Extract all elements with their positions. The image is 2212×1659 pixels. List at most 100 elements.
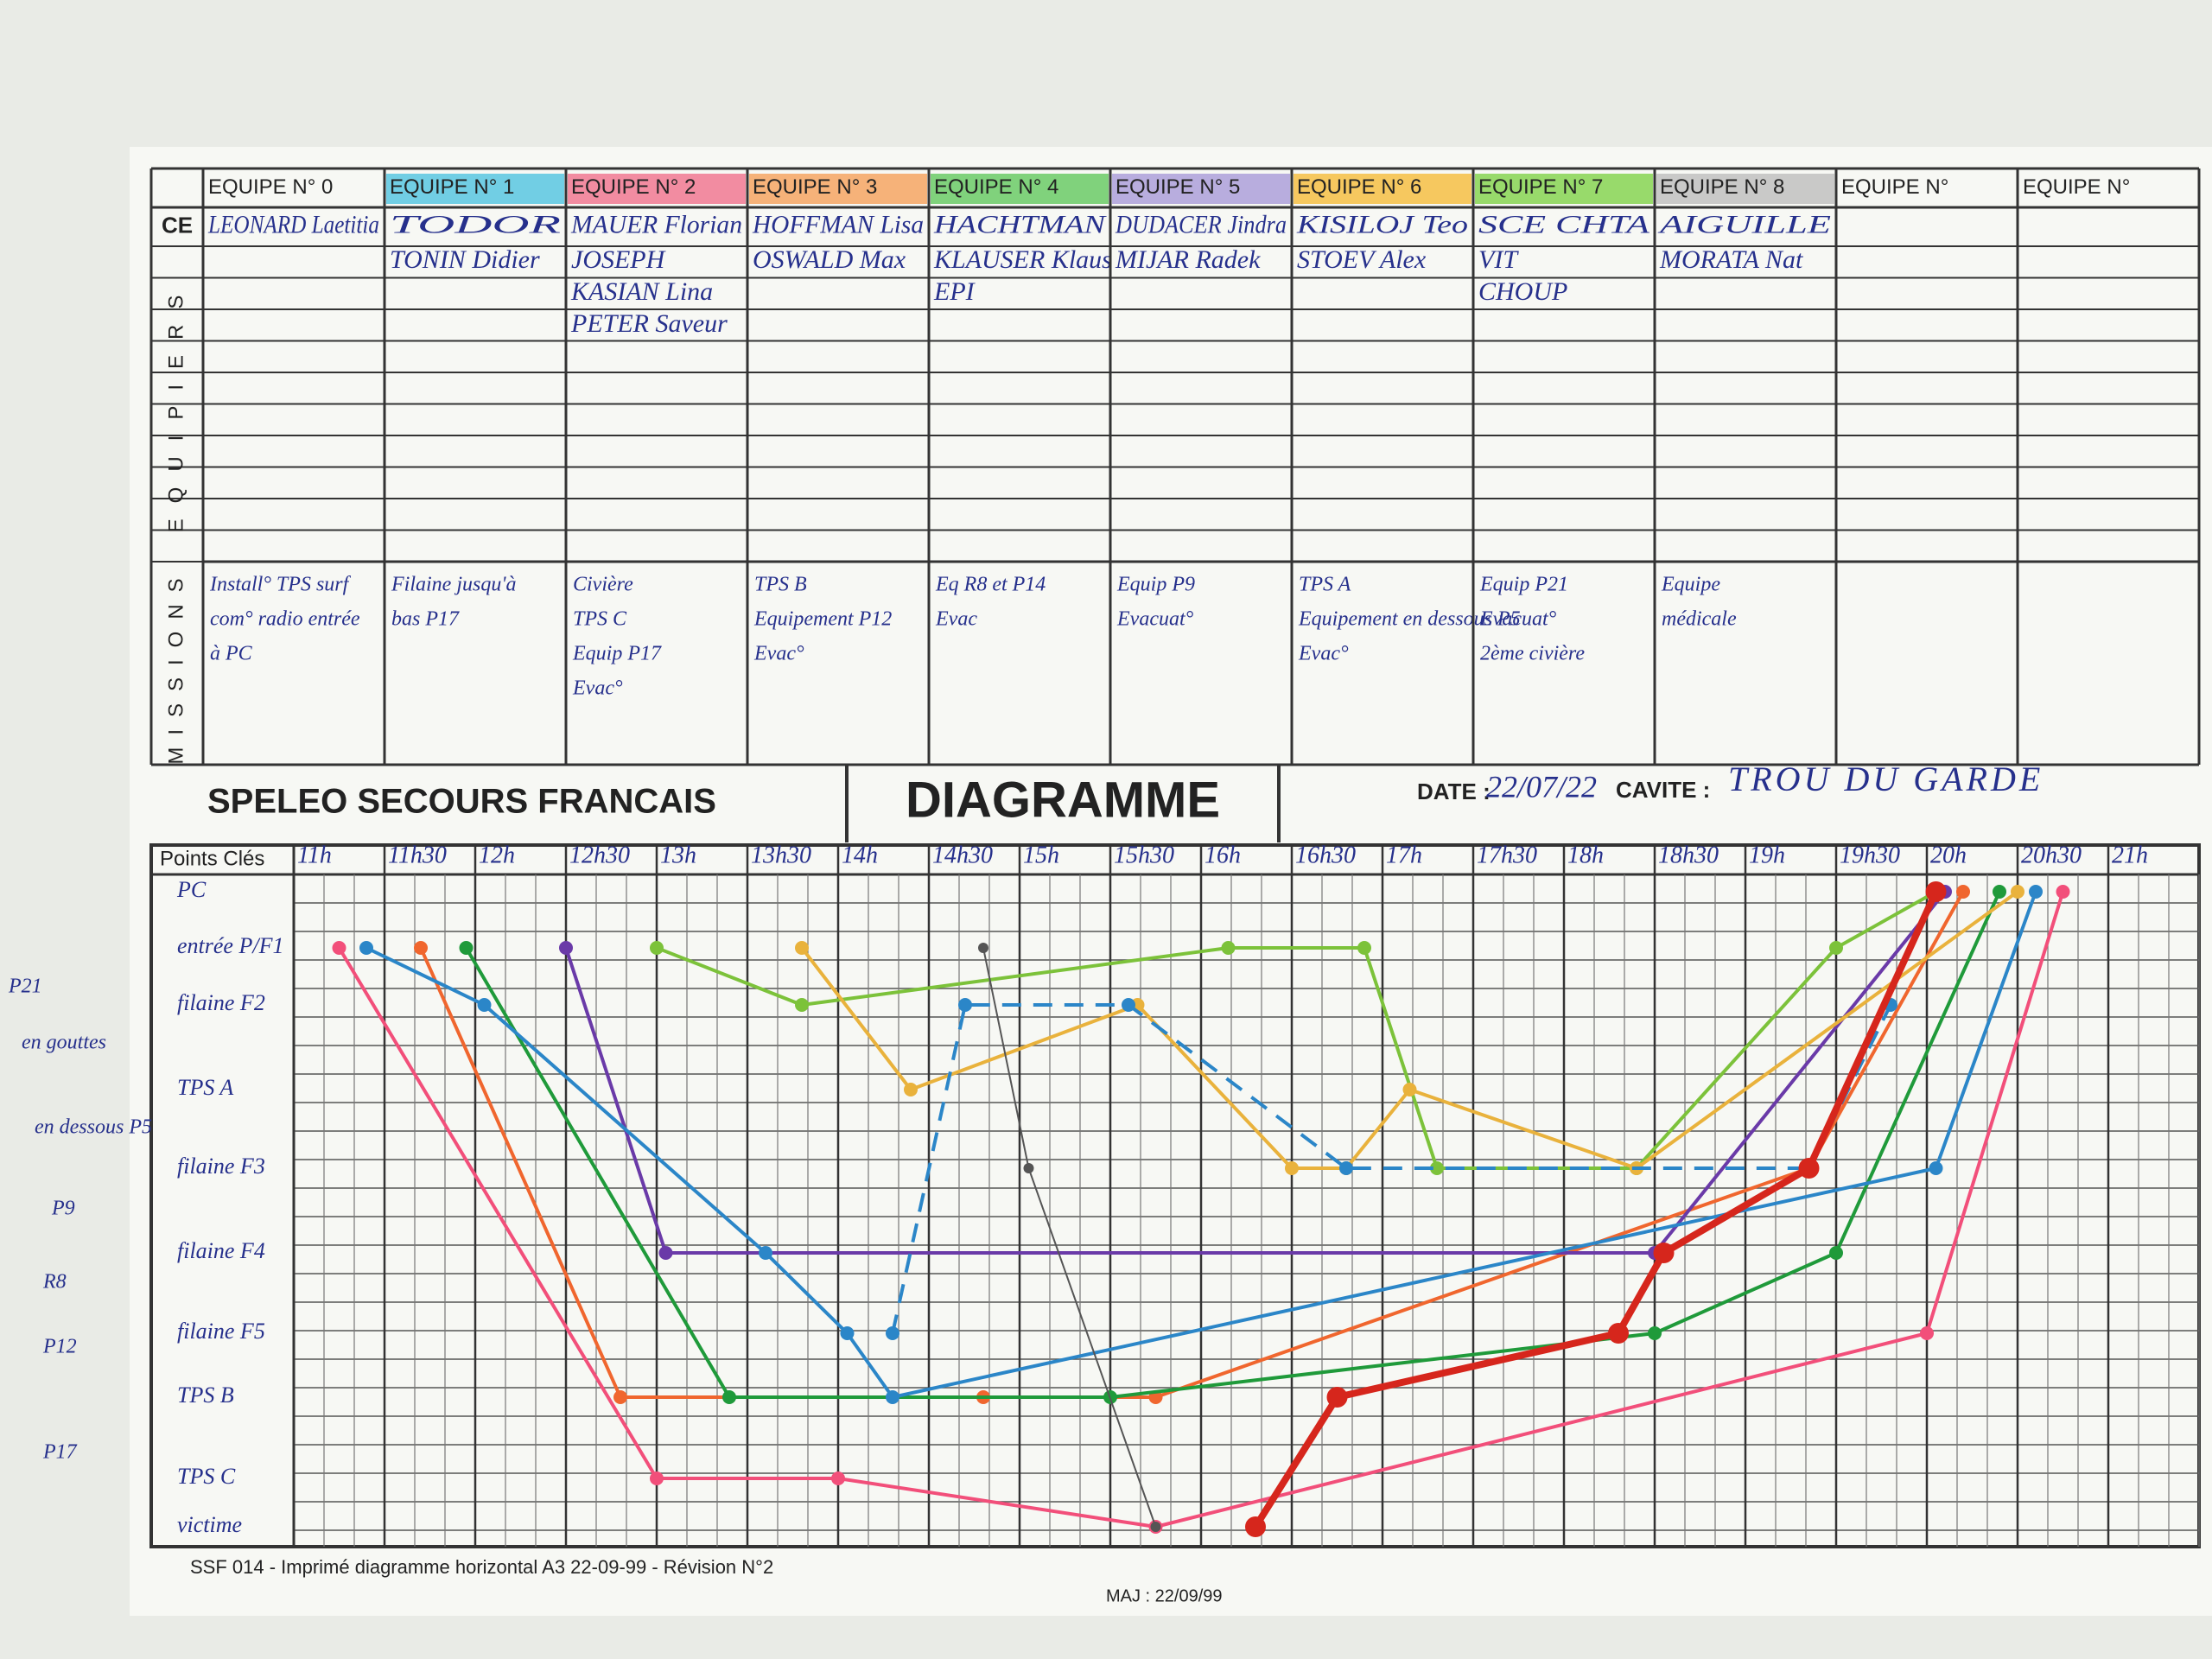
team-member: MORATA Nat (1659, 245, 1803, 274)
track-point (1285, 1161, 1299, 1175)
track-point (1608, 1323, 1629, 1344)
team-track (891, 1003, 1892, 1334)
track-point (1993, 885, 2006, 899)
form-title: DIAGRAMME (906, 772, 1220, 828)
team-member: MIJAR Radek (1115, 245, 1261, 274)
track-point (650, 1471, 664, 1485)
team-track (464, 891, 2001, 1399)
team-mission: Equipement P12 (753, 608, 892, 631)
track-point (1430, 1161, 1444, 1175)
team-leader: AIGUILLE (1657, 210, 1831, 238)
team-mission: com° radio entrée (210, 608, 360, 631)
track-point (1798, 1158, 1820, 1179)
team-member: KASIAN Lina (570, 277, 713, 306)
team-mission: Evac (935, 608, 977, 631)
team-highlight (1656, 174, 1834, 204)
track-point (1339, 1161, 1353, 1175)
team-leader: TODOR (390, 210, 561, 238)
y-category-label: TPS C (177, 1464, 236, 1489)
x-tick-label: 13h (660, 842, 696, 868)
team-leader: SCE CHTA (1478, 210, 1650, 238)
track-point (1150, 1522, 1161, 1532)
margin-note: P9 (51, 1198, 75, 1220)
team-highlight (1475, 174, 1653, 204)
team-member: PETER Saveur (570, 309, 728, 338)
team-member: KLAUSER Klaus (933, 245, 1112, 274)
track-point (559, 941, 573, 955)
x-tick-label: 18h (1567, 842, 1604, 868)
x-tick-label: 20h30 (2021, 842, 2082, 868)
team-member: JOSEPH (571, 245, 667, 274)
x-tick-label: 17h (1386, 842, 1422, 868)
track-point (1956, 885, 1970, 899)
margin-note: P12 (42, 1336, 77, 1358)
track-point (1023, 1163, 1034, 1173)
margin-note: P21 (8, 976, 42, 998)
track-point (722, 1390, 736, 1404)
track-point (414, 941, 428, 955)
track-point (2029, 885, 2043, 899)
team-mission: Equipement en dessous P5 (1298, 608, 1521, 631)
x-tick-label: 15h30 (1114, 842, 1174, 868)
margin-note: P17 (42, 1441, 78, 1464)
team-highlight (386, 174, 564, 204)
team-track (564, 890, 1947, 1255)
track-point (2056, 885, 2070, 899)
cavite-value: TROU DU GARDE (1728, 760, 2044, 798)
track-point (1829, 1246, 1843, 1260)
team-mission: Equipe (1661, 574, 1720, 596)
y-category-label: victime (177, 1512, 242, 1537)
team-label: EQUIPE N° 2 (571, 175, 696, 199)
team-highlight (931, 174, 1109, 204)
equipiers-label: EQUIPIERS (164, 280, 188, 533)
team-track (656, 890, 1937, 1170)
team-leader: KISILOJ Teo (1296, 210, 1468, 238)
x-tick-label: 16h (1205, 842, 1241, 868)
track-point (1829, 941, 1843, 955)
x-tick-label: 17h30 (1477, 842, 1537, 868)
y-category-label: filaine F3 (177, 1154, 265, 1179)
missions-label: MISSIONS (164, 566, 188, 764)
team-label: EQUIPE N° 1 (390, 175, 514, 199)
track-point (795, 941, 809, 955)
team-mission: Filaine jusqu'à (391, 574, 516, 596)
track-point (759, 1246, 772, 1260)
track-point (1920, 1326, 1934, 1340)
track-point (1326, 1387, 1348, 1408)
track-point (831, 1471, 845, 1485)
x-tick-label: 18h30 (1658, 842, 1719, 868)
team-label: EQUIPE N° 0 (208, 175, 333, 199)
x-tick-label: 11h30 (388, 842, 447, 868)
track-point (1929, 1161, 1943, 1175)
team-mission: à PC (210, 643, 253, 665)
team-member: CHOUP (1478, 277, 1567, 306)
track-point (886, 1390, 899, 1404)
team-member: OSWALD Max (753, 245, 906, 274)
team-highlight (568, 174, 746, 204)
y-category-label: PC (176, 877, 207, 902)
team-highlight (749, 174, 927, 204)
team-mission: TPS C (573, 608, 627, 631)
cavite-label: CAVITE : (1616, 777, 1710, 803)
y-category-label: filaine F2 (177, 990, 265, 1015)
track-point (613, 1390, 627, 1404)
track-point (2011, 885, 2024, 899)
x-tick-label: 16h30 (1295, 842, 1356, 868)
team-mission: Install° TPS surf (209, 574, 352, 596)
team-highlight (1294, 174, 1471, 204)
track-point (1402, 1083, 1417, 1096)
track-point (1221, 941, 1236, 955)
team-mission: Evacuat° (1116, 608, 1194, 631)
x-tick-label: 12h30 (569, 842, 630, 868)
team-mission: bas P17 (391, 608, 460, 631)
team-leader: MAUER Florian (570, 210, 742, 238)
team-mission: Evac° (572, 677, 623, 700)
track-point (1925, 881, 1947, 902)
x-tick-label: 21h (2112, 842, 2148, 868)
team-highlight (1112, 174, 1290, 204)
track-point (1653, 1243, 1675, 1263)
track-point (795, 998, 809, 1012)
ce-label: CE (162, 212, 193, 238)
team-mission: TPS B (754, 574, 807, 596)
track-point (958, 998, 972, 1012)
